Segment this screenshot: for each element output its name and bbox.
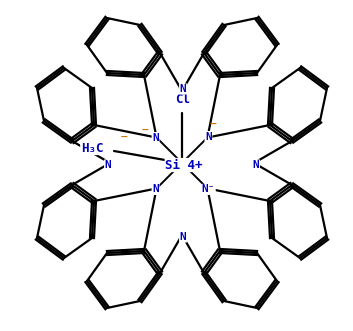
Text: −: − [141, 124, 148, 134]
Text: Si 4+: Si 4+ [165, 159, 203, 171]
Text: N⁻: N⁻ [202, 184, 215, 194]
Text: N: N [253, 160, 259, 170]
Text: N: N [205, 131, 212, 142]
Text: −: − [210, 118, 217, 128]
Text: N: N [152, 184, 159, 194]
Text: N: N [152, 132, 159, 143]
Text: N: N [180, 232, 186, 242]
Text: −: − [121, 132, 127, 142]
Text: Cl: Cl [175, 92, 191, 106]
Text: H₃C: H₃C [81, 141, 103, 155]
Text: N: N [104, 160, 112, 170]
Text: N: N [180, 84, 186, 94]
